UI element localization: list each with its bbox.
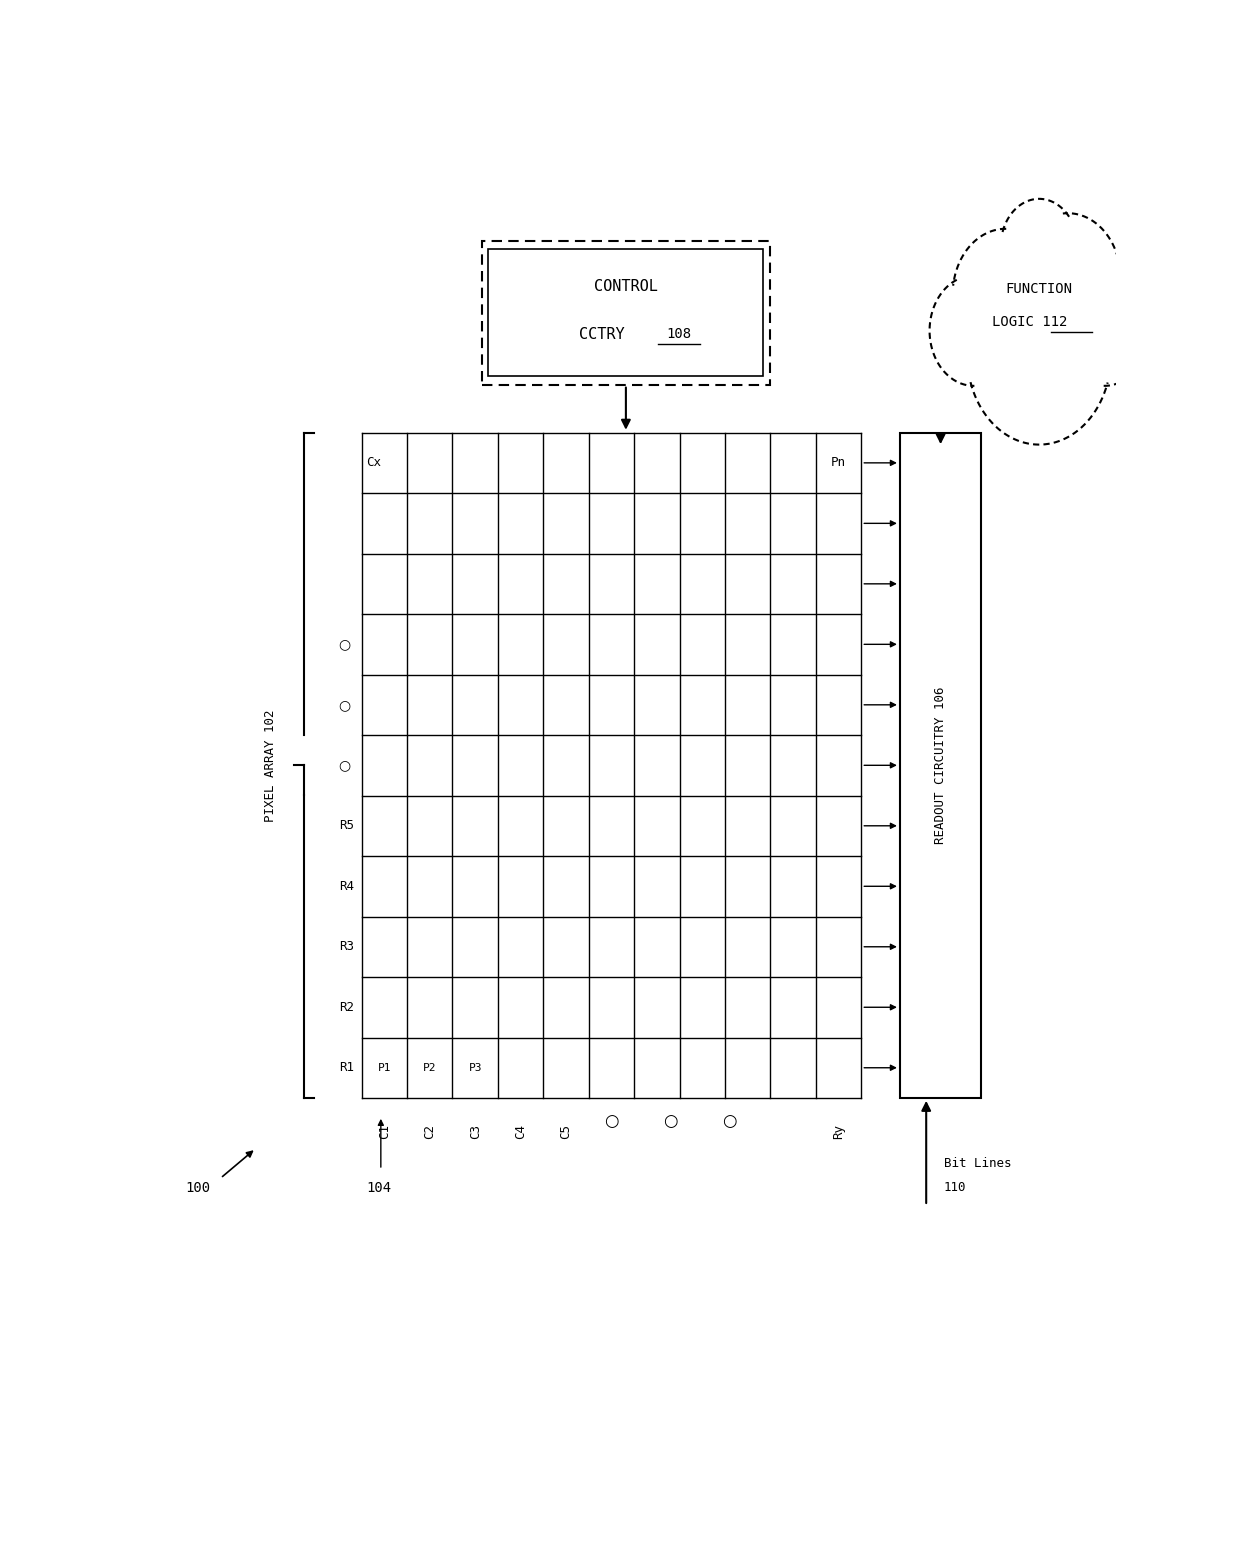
- Text: ○: ○: [339, 637, 351, 651]
- Text: PIXEL ARRAY 102: PIXEL ARRAY 102: [264, 708, 277, 822]
- Text: ○: ○: [663, 1112, 678, 1130]
- Text: R3: R3: [339, 940, 353, 953]
- FancyBboxPatch shape: [900, 433, 982, 1098]
- Text: Cx: Cx: [367, 456, 382, 469]
- Text: Bit Lines: Bit Lines: [944, 1157, 1011, 1171]
- FancyBboxPatch shape: [481, 241, 770, 385]
- Text: ○: ○: [339, 698, 351, 712]
- Text: CCTRY: CCTRY: [579, 327, 625, 343]
- Text: R4: R4: [339, 880, 353, 892]
- Text: ○: ○: [339, 758, 351, 772]
- Text: C4: C4: [515, 1124, 527, 1140]
- Text: C2: C2: [423, 1124, 436, 1140]
- FancyBboxPatch shape: [489, 249, 764, 377]
- Polygon shape: [967, 265, 1111, 445]
- Text: R1: R1: [339, 1062, 353, 1074]
- Text: R5: R5: [339, 819, 353, 833]
- Polygon shape: [930, 276, 1018, 386]
- Text: 108: 108: [666, 327, 692, 341]
- Text: ○: ○: [723, 1112, 737, 1130]
- Text: C1: C1: [378, 1124, 391, 1140]
- Polygon shape: [1016, 213, 1121, 346]
- Text: P1: P1: [377, 1063, 391, 1073]
- Text: C5: C5: [559, 1124, 573, 1140]
- Text: ○: ○: [604, 1112, 619, 1130]
- Text: C3: C3: [469, 1124, 481, 1140]
- Text: P2: P2: [423, 1063, 436, 1073]
- Text: Pn: Pn: [831, 456, 846, 469]
- Text: R2: R2: [339, 1001, 353, 1014]
- Text: P3: P3: [469, 1063, 482, 1073]
- Text: CONTROL: CONTROL: [594, 279, 658, 294]
- Text: 110: 110: [944, 1182, 966, 1194]
- Text: FUNCTION: FUNCTION: [1006, 282, 1073, 296]
- Polygon shape: [952, 229, 1059, 361]
- Text: 104: 104: [367, 1180, 392, 1194]
- Polygon shape: [1001, 199, 1078, 294]
- Text: 100: 100: [186, 1180, 211, 1194]
- Polygon shape: [1060, 276, 1148, 386]
- Text: READOUT CIRCUITRY 106: READOUT CIRCUITRY 106: [934, 687, 947, 844]
- Text: LOGIC 112: LOGIC 112: [992, 316, 1068, 330]
- Text: Ry: Ry: [832, 1124, 846, 1140]
